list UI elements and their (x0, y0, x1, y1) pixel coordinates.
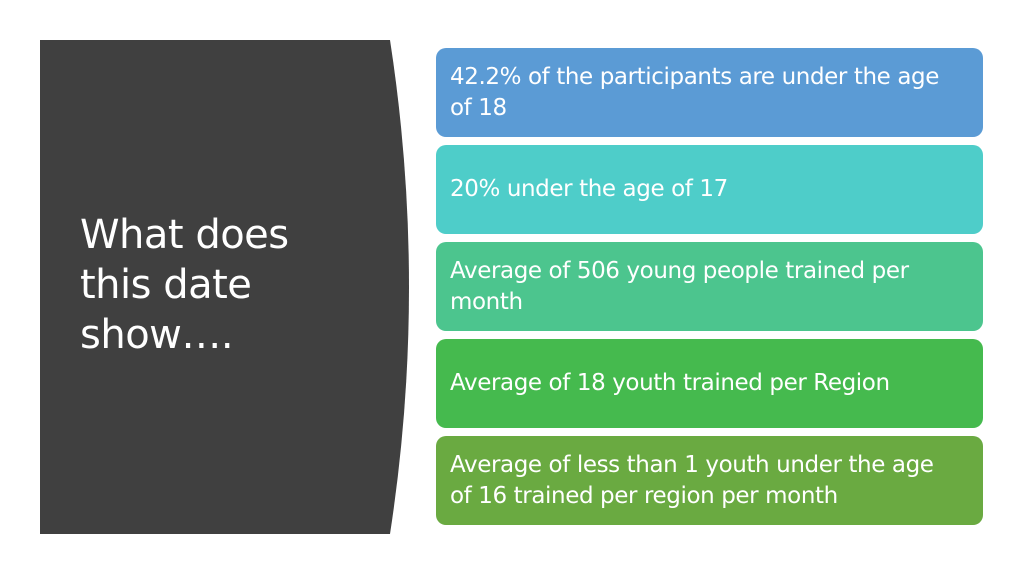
info-item: 42.2% of the participants are under the … (436, 48, 983, 137)
title-panel-shape (40, 40, 409, 534)
info-item-text: 42.2% of the participants are under the … (450, 63, 939, 121)
title-panel-background (40, 40, 409, 534)
info-item-text: Average of less than 1 youth under the a… (450, 451, 934, 509)
title-panel: What does this date show…. (40, 40, 412, 534)
info-item-text: Average of 506 young people trained per … (450, 257, 909, 315)
info-item: Average of less than 1 youth under the a… (436, 436, 983, 525)
info-item-text: 20% under the age of 17 (450, 176, 728, 202)
info-item: Average of 18 youth trained per Region (436, 339, 983, 428)
info-item-text: Average of 18 youth trained per Region (450, 370, 890, 396)
slide-title: What does this date show…. (80, 212, 289, 358)
info-item: Average of 506 young people trained per … (436, 242, 983, 331)
info-item: 20% under the age of 17 (436, 145, 983, 234)
info-list: 42.2% of the participants are under the … (436, 48, 983, 533)
